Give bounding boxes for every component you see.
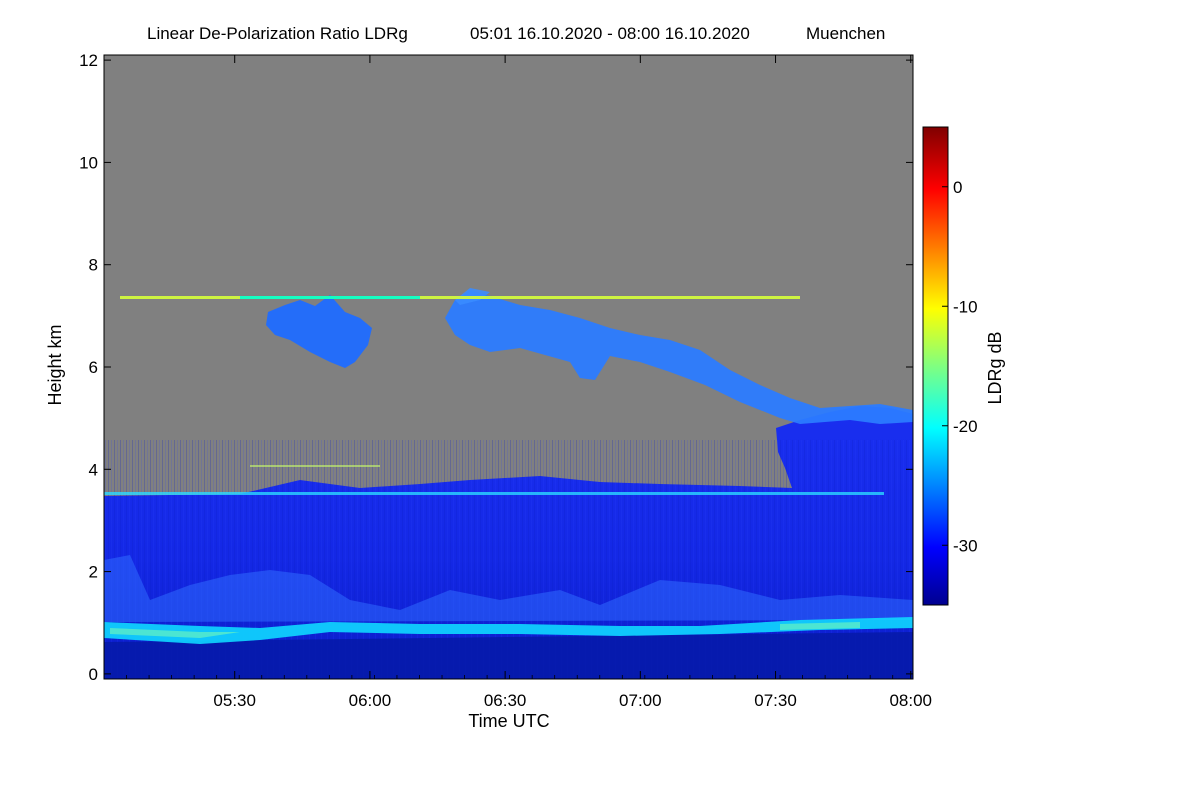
chart-title: Linear De-Polarization Ratio LDRg — [147, 24, 408, 43]
colorbar-tick-label: -10 — [953, 297, 978, 316]
colorbar-tick-label: -20 — [953, 417, 978, 436]
x-tick-label: 08:00 — [889, 691, 932, 710]
x-tick-label: 06:30 — [484, 691, 527, 710]
interference-line-7km-cyan — [240, 296, 420, 299]
interference-line-7km — [120, 296, 800, 299]
colorbar-label: LDRg dB — [985, 331, 1005, 404]
colorbar-tick-label: -30 — [953, 536, 978, 555]
cirrus-cloud-2 — [445, 290, 913, 424]
x-tick-label: 07:00 — [619, 691, 662, 710]
interference-line-4km — [250, 465, 380, 467]
y-tick-label: 2 — [89, 563, 98, 582]
x-tick-label: 05:30 — [213, 691, 256, 710]
y-axis: 0 2 4 6 8 10 12 — [79, 51, 913, 684]
enhanced-layer-core — [110, 622, 860, 638]
interference-line-3.5km — [104, 492, 884, 495]
y-tick-label: 0 — [89, 665, 98, 684]
chart-location: Muenchen — [806, 24, 885, 43]
enhanced-layer — [104, 617, 913, 644]
y-axis-label: Height km — [45, 324, 65, 405]
x-tick-label: 06:00 — [349, 691, 392, 710]
cirrus-cloud-1 — [266, 295, 372, 368]
colorbar — [922, 126, 949, 606]
y-tick-label: 12 — [79, 51, 98, 70]
colorbar-tick-label: 0 — [953, 178, 962, 197]
x-tick-label: 07:30 — [754, 691, 797, 710]
chart-time-range: 05:01 16.10.2020 - 08:00 16.10.2020 — [470, 24, 750, 43]
y-tick-label: 4 — [89, 460, 98, 479]
x-axis: 05:30 06:00 06:30 07:00 07:30 08:00 — [103, 55, 932, 710]
y-tick-label: 8 — [89, 256, 98, 275]
y-tick-label: 6 — [89, 358, 98, 377]
y-tick-label: 10 — [79, 153, 98, 172]
dark-lower-region — [104, 632, 913, 679]
aerosol-plumes — [104, 555, 913, 622]
colorbar-axis: 0 -10 -20 -30 — [942, 178, 978, 555]
x-axis-label: Time UTC — [468, 711, 549, 731]
